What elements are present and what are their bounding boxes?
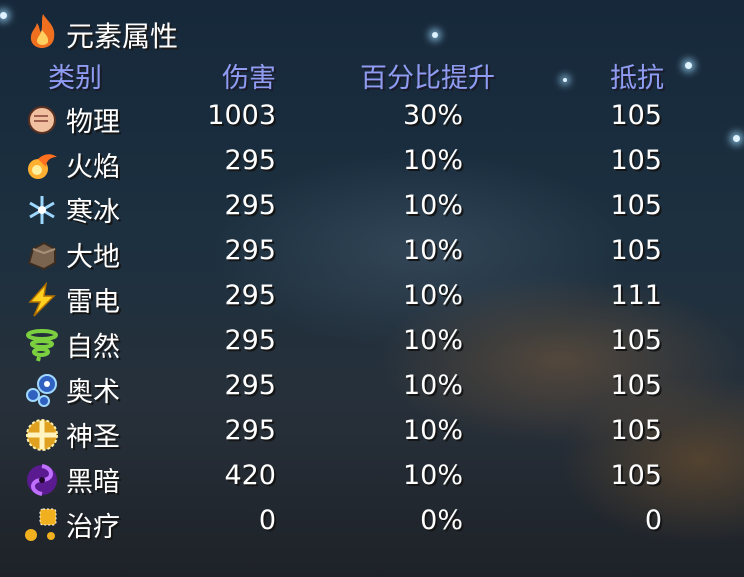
element-damage: 295: [224, 415, 276, 446]
element-name: 自然: [66, 332, 120, 363]
element-resistance: 0: [644, 505, 662, 536]
element-percent-boost: 10%: [402, 280, 463, 311]
element-damage: 295: [224, 325, 276, 356]
header-category: 类别: [48, 63, 102, 94]
element-row-2: 寒冰 295 10% 105: [0, 190, 744, 230]
rock-icon: [24, 237, 60, 273]
element-name: 神圣: [66, 422, 120, 453]
fist-icon: [24, 102, 60, 138]
element-percent-boost: 10%: [402, 325, 463, 356]
element-row-3: 大地 295 10% 105: [0, 235, 744, 275]
element-name: 火焰: [66, 152, 120, 183]
element-damage: 1003: [207, 100, 276, 131]
element-damage: 295: [224, 190, 276, 221]
star-decoration: [0, 12, 7, 19]
heal-sparkle-icon: [24, 507, 60, 543]
holy-cross-icon: [24, 417, 60, 453]
element-damage: 295: [224, 145, 276, 176]
element-row-4: 雷电 295 10% 111: [0, 280, 744, 320]
snowflake-icon: [24, 192, 60, 228]
dark-vortex-icon: [24, 462, 60, 498]
element-resistance: 105: [610, 460, 662, 491]
element-row-0: 物理 1003 30% 105: [0, 100, 744, 140]
element-row-9: 治疗 0 0% 0: [0, 505, 744, 545]
star-decoration: [563, 78, 567, 82]
element-percent-boost: 10%: [402, 370, 463, 401]
tornado-icon: [24, 327, 60, 363]
element-row-1: 火焰 295 10% 105: [0, 145, 744, 185]
star-decoration: [432, 32, 438, 38]
element-row-8: 黑暗 420 10% 105: [0, 460, 744, 500]
element-damage: 420: [224, 460, 276, 491]
element-name: 大地: [66, 242, 120, 273]
element-resistance: 105: [610, 100, 662, 131]
element-row-5: 自然 295 10% 105: [0, 325, 744, 365]
element-percent-boost: 10%: [402, 145, 463, 176]
element-resistance: 111: [610, 280, 662, 311]
element-percent-boost: 30%: [402, 100, 463, 131]
element-damage: 295: [224, 280, 276, 311]
element-resistance: 105: [610, 235, 662, 266]
element-damage: 0: [258, 505, 276, 536]
element-percent-boost: 0%: [420, 505, 463, 536]
star-decoration: [685, 62, 692, 69]
element-damage: 295: [224, 370, 276, 401]
element-name: 寒冰: [66, 197, 120, 228]
element-row-6: 奥术 295 10% 105: [0, 370, 744, 410]
element-name: 雷电: [66, 287, 120, 318]
fireball-icon: [24, 147, 60, 183]
lightning-icon: [24, 281, 60, 318]
element-name: 黑暗: [66, 467, 120, 498]
element-resistance: 105: [610, 145, 662, 176]
header-resistance: 抵抗: [610, 63, 664, 94]
arcane-sparkle-icon: [24, 372, 60, 408]
panel-title: 元素属性: [26, 12, 178, 57]
element-resistance: 105: [610, 190, 662, 221]
element-resistance: 105: [610, 325, 662, 356]
star-decoration: [733, 135, 740, 142]
header-damage: 伤害: [222, 63, 276, 94]
element-percent-boost: 10%: [402, 190, 463, 221]
element-row-7: 神圣 295 10% 105: [0, 415, 744, 455]
element-percent-boost: 10%: [402, 415, 463, 446]
element-percent-boost: 10%: [402, 235, 463, 266]
panel-title-text: 元素属性: [66, 19, 179, 53]
element-damage: 295: [224, 235, 276, 266]
element-resistance: 105: [610, 370, 662, 401]
element-percent-boost: 10%: [402, 460, 463, 491]
element-name: 奥术: [66, 377, 120, 408]
element-name: 治疗: [66, 512, 120, 543]
element-resistance: 105: [610, 415, 662, 446]
header-percent-boost: 百分比提升: [360, 63, 495, 94]
fire-icon: [26, 12, 60, 57]
element-name: 物理: [66, 107, 120, 138]
